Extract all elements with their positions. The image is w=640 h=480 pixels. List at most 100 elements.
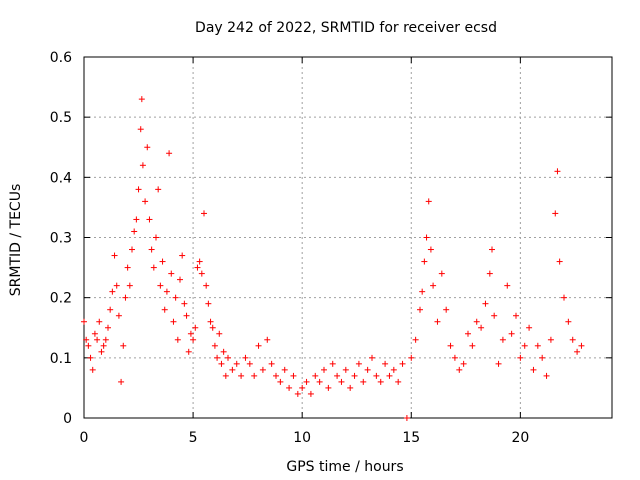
data-point — [521, 342, 528, 349]
data-point — [268, 360, 275, 367]
data-point — [430, 282, 437, 289]
data-point — [329, 360, 336, 367]
data-point — [423, 234, 430, 241]
grid — [84, 57, 612, 418]
data-point — [360, 378, 367, 385]
data-point — [482, 300, 489, 307]
data-point — [133, 216, 140, 223]
data-point — [277, 378, 284, 385]
data-point — [543, 372, 550, 379]
data-point — [495, 360, 502, 367]
data-point — [229, 366, 236, 373]
data-point — [434, 318, 441, 325]
data-point — [342, 366, 349, 373]
plot-frame — [83, 56, 613, 419]
x-tick-label: 5 — [189, 430, 198, 446]
data-point — [109, 288, 116, 295]
data-point — [499, 336, 506, 343]
data-point — [312, 372, 319, 379]
data-point — [412, 336, 419, 343]
data-point — [417, 306, 423, 313]
data-point — [196, 258, 203, 265]
data-point — [122, 294, 129, 301]
data-point — [159, 258, 166, 265]
y-axis-label: SRMTID / TECUs — [8, 184, 24, 297]
y-tick-label: 0.5 — [50, 110, 72, 126]
data-point — [214, 354, 221, 361]
data-point — [334, 372, 341, 379]
data-point — [491, 312, 498, 319]
chart-title: Day 242 of 2022, SRMTID for receiver ecs… — [195, 20, 497, 36]
data-point — [222, 372, 229, 379]
y-tick-label: 0.1 — [50, 351, 72, 367]
data-point — [163, 288, 170, 295]
data-point — [148, 246, 155, 253]
data-point — [150, 264, 157, 271]
data-point — [504, 282, 511, 289]
data-point — [373, 372, 380, 379]
data-point — [187, 330, 194, 337]
data-point — [142, 198, 149, 205]
data-point — [194, 264, 201, 271]
data-point — [508, 330, 515, 337]
data-point — [198, 270, 205, 277]
data-point — [303, 378, 310, 385]
data-point — [539, 354, 546, 361]
data-point — [98, 348, 105, 355]
data-point — [460, 360, 467, 367]
data-point — [205, 300, 212, 307]
data-point — [347, 384, 354, 391]
data-point — [100, 342, 107, 349]
data-point — [386, 372, 393, 379]
data-point — [554, 168, 561, 175]
data-point — [179, 252, 186, 259]
data-point — [456, 366, 463, 373]
data-point — [87, 354, 94, 361]
data-point — [294, 390, 301, 397]
data-point — [447, 342, 454, 349]
y-tick-label: 0.2 — [50, 291, 72, 307]
data-point — [144, 144, 151, 151]
data-point — [281, 366, 288, 373]
data-point — [209, 324, 216, 331]
data-point — [155, 186, 162, 193]
data-point — [395, 378, 402, 385]
data-point — [534, 342, 541, 349]
data-point — [172, 294, 179, 301]
data-point — [192, 324, 199, 331]
ticks: 0 5 10 15 20 0 0.1 0.2 0.3 0.4 0.5 0.6 — [50, 50, 612, 446]
data-point — [138, 96, 145, 103]
data-point — [135, 186, 142, 193]
data-point — [469, 342, 476, 349]
data-point — [91, 330, 98, 337]
x-axis-label: GPS time / hours — [286, 459, 403, 475]
data-point — [111, 252, 118, 259]
data-point — [364, 366, 371, 373]
data-point — [465, 330, 471, 337]
data-point — [177, 276, 183, 283]
data-point — [238, 372, 245, 379]
data-point — [225, 354, 231, 361]
data-point — [218, 360, 225, 367]
data-point — [273, 372, 279, 379]
data-point — [552, 210, 559, 217]
data-point — [473, 318, 480, 325]
data-point — [316, 378, 323, 385]
data-point — [451, 354, 458, 361]
data-point — [382, 360, 389, 367]
data-point — [113, 282, 120, 289]
data-point — [351, 372, 358, 379]
data-point — [126, 282, 133, 289]
data-point — [83, 336, 90, 343]
data-point — [94, 336, 101, 343]
data-point — [161, 306, 168, 313]
data-point — [286, 384, 293, 391]
data-point — [390, 366, 397, 373]
data-point — [321, 366, 327, 373]
data-point — [102, 336, 109, 343]
data-point — [565, 318, 572, 325]
data-point — [139, 162, 146, 169]
data-point — [513, 312, 519, 319]
data-point — [438, 270, 445, 277]
